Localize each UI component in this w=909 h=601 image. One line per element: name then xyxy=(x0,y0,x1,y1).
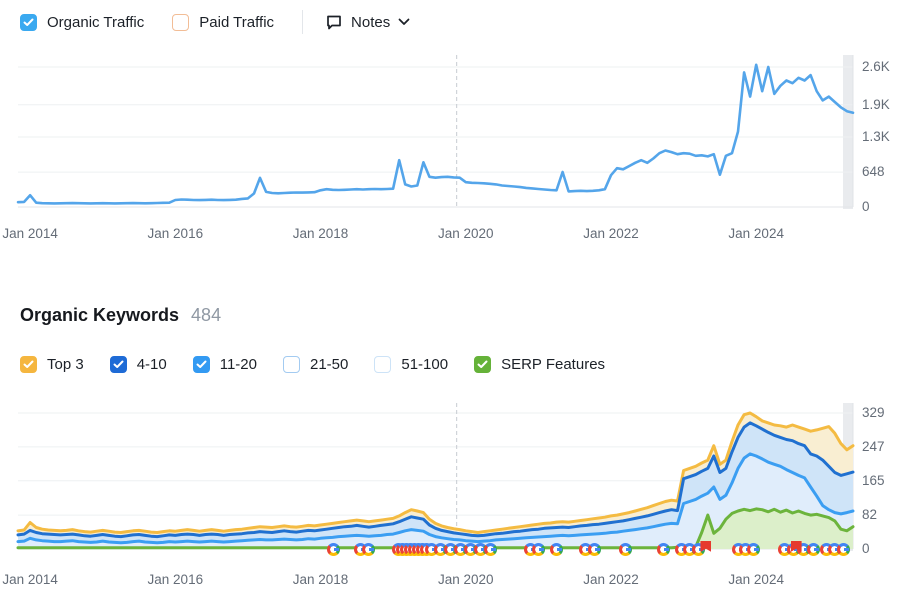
google-serp-icon[interactable] xyxy=(532,542,546,556)
x-axis-tick: Jan 2020 xyxy=(437,226,494,241)
checkbox-checked-icon[interactable] xyxy=(474,356,492,373)
filter-label: SERP Features xyxy=(501,356,606,373)
x-axis-tick: Jan 2014 xyxy=(2,226,58,241)
x-axis-tick: Jan 2022 xyxy=(583,226,639,241)
y-axis-tick: 0 xyxy=(862,199,870,214)
filter-label: 11-20 xyxy=(219,356,257,373)
organic-keywords-chart[interactable] xyxy=(0,395,909,590)
google-serp-icon[interactable] xyxy=(837,542,851,556)
google-serp-icon[interactable] xyxy=(657,542,671,556)
line-4-10 xyxy=(16,421,855,539)
traffic-plot-svg xyxy=(16,55,855,209)
checkbox-unchecked-icon[interactable] xyxy=(172,13,190,31)
filter-paid-traffic[interactable]: Paid Traffic xyxy=(172,13,275,31)
checkbox-checked-icon[interactable] xyxy=(20,13,37,31)
y-axis-tick: 648 xyxy=(862,164,885,180)
x-axis-tick: Jan 2024 xyxy=(728,226,784,241)
google-serp-icon[interactable] xyxy=(326,542,340,556)
chevron-down-icon xyxy=(398,18,410,25)
google-serp-icon[interactable] xyxy=(588,542,602,556)
organic-traffic-chart[interactable] xyxy=(0,45,909,225)
filter-4-10[interactable]: 4-10 xyxy=(109,356,167,373)
filter-serp-features[interactable]: SERP Features xyxy=(474,356,605,373)
checkbox-unchecked-icon[interactable] xyxy=(283,356,300,373)
filter-21-50[interactable]: 21-50 xyxy=(283,356,348,373)
google-serp-icon[interactable] xyxy=(550,542,563,556)
keywords-title: Organic Keywords xyxy=(20,305,180,325)
note-flag-icon[interactable] xyxy=(790,541,802,552)
notes-button[interactable]: Notes xyxy=(325,13,410,31)
filter-51-100[interactable]: 51-100 xyxy=(374,356,448,373)
filter-11-20[interactable]: 11-20 xyxy=(192,356,257,373)
google-serp-icon[interactable] xyxy=(464,542,478,556)
y-axis-tick: 82 xyxy=(862,507,878,523)
keywords-plot-svg xyxy=(16,403,855,551)
x-axis-tick: Jan 2016 xyxy=(147,572,204,587)
filter-organic-traffic[interactable]: Organic Traffic xyxy=(20,13,145,31)
google-serp-icon[interactable] xyxy=(747,542,761,556)
traffic-toggles: Organic Traffic Paid Traffic xyxy=(20,13,302,31)
line-organic-traffic xyxy=(16,63,855,205)
google-serp-icon[interactable] xyxy=(433,542,447,556)
area-top-3 xyxy=(18,413,853,549)
google-serp-icon[interactable] xyxy=(484,542,498,556)
x-axis-tick: Jan 2022 xyxy=(583,572,639,587)
checkbox-checked-icon[interactable] xyxy=(192,356,210,373)
checkbox-checked-icon[interactable] xyxy=(20,356,37,373)
google-serp-icon[interactable] xyxy=(453,542,467,556)
traffic-legend-row: Organic Traffic Paid Traffic Notes xyxy=(20,8,410,36)
keywords-count: 484 xyxy=(191,305,222,325)
y-axis-tick: 1.3K xyxy=(862,129,890,144)
y-axis-tick: 329 xyxy=(862,405,885,420)
checkbox-unchecked-icon[interactable] xyxy=(374,356,392,373)
y-axis-tick: 247 xyxy=(862,438,885,454)
line-11-20 xyxy=(16,452,855,545)
divider xyxy=(302,10,304,34)
y-axis-tick: 2.6K xyxy=(862,59,890,74)
filter-label: Paid Traffic xyxy=(199,13,275,31)
filter-top-3[interactable]: Top 3 xyxy=(20,356,84,373)
position-filters-row: Top 3 4-10 11-20 21-50 51-100 SERP Features xyxy=(20,356,631,373)
filter-label: 21-50 xyxy=(310,356,349,373)
x-axis-tick: Jan 2016 xyxy=(147,226,204,241)
google-serp-icon[interactable] xyxy=(361,542,375,556)
filter-label: Organic Traffic xyxy=(47,13,145,31)
x-axis-tick: Jan 2018 xyxy=(292,226,349,241)
x-axis-tick: Jan 2018 xyxy=(292,572,349,587)
filter-label: 4-10 xyxy=(136,356,167,373)
y-axis-tick: 165 xyxy=(862,472,885,488)
checkbox-checked-icon[interactable] xyxy=(109,356,127,373)
notes-bubble-icon xyxy=(327,15,341,30)
notes-label: Notes xyxy=(351,13,391,31)
filter-label: 51-100 xyxy=(401,356,449,373)
y-axis-tick: 1.9K xyxy=(862,96,890,112)
x-axis-tick: Jan 2020 xyxy=(437,572,494,587)
y-axis-tick: 0 xyxy=(862,541,870,556)
current-period-band xyxy=(843,55,853,209)
x-axis-tick: Jan 2024 xyxy=(728,572,784,587)
x-axis-tick: Jan 2014 xyxy=(2,572,58,587)
google-serp-icon[interactable] xyxy=(806,542,820,556)
filter-label: Top 3 xyxy=(47,356,84,373)
line-top-3 xyxy=(16,411,855,534)
google-serp-icon[interactable] xyxy=(618,542,632,556)
keywords-header: Organic Keywords 484 xyxy=(20,305,221,326)
note-flag-icon[interactable] xyxy=(700,541,712,552)
